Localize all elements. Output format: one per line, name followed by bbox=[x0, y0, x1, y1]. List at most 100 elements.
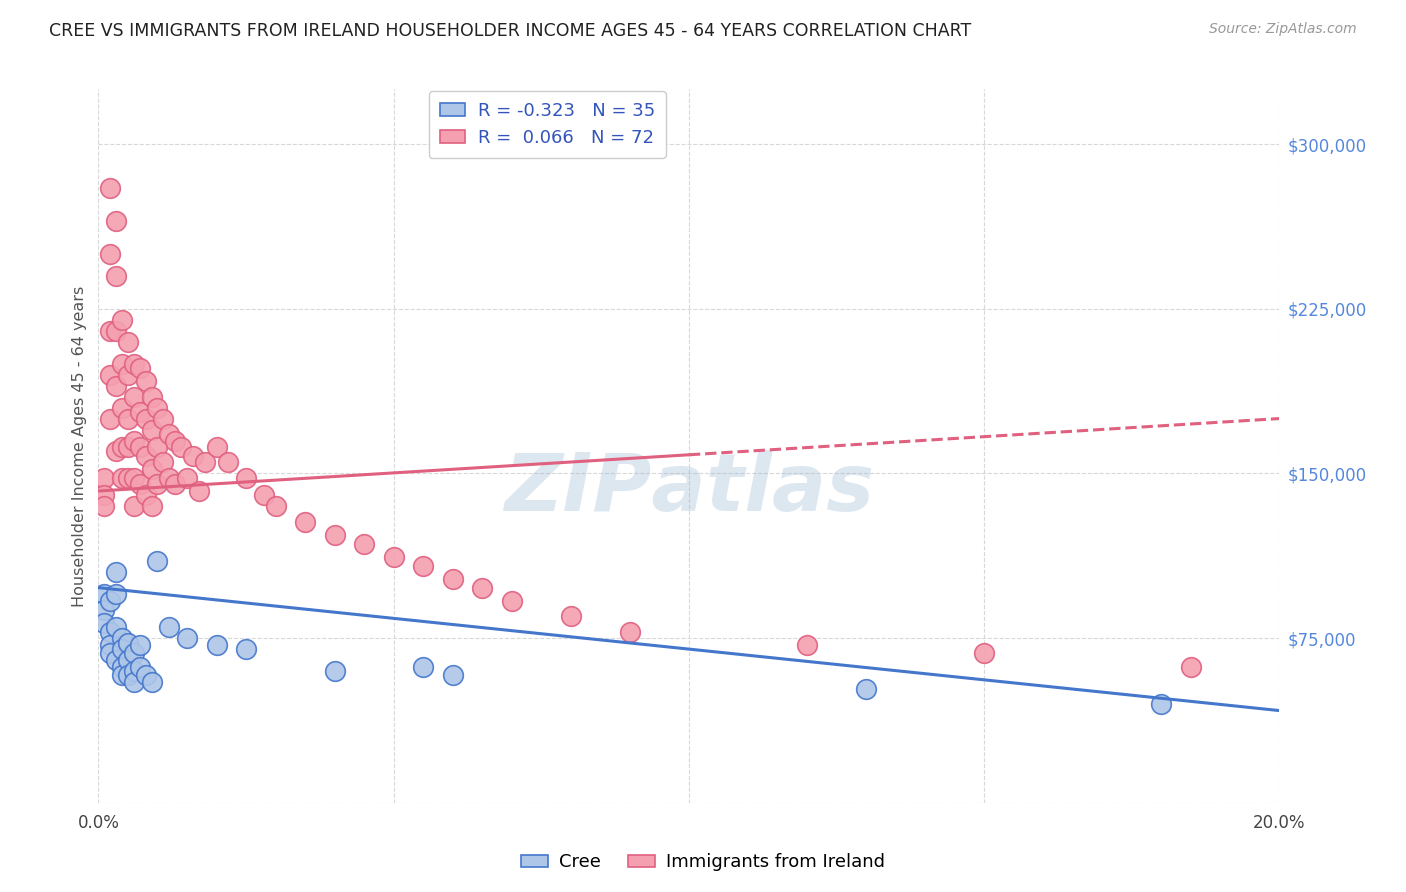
Point bbox=[141, 390, 163, 404]
Point bbox=[117, 471, 139, 485]
Point bbox=[146, 440, 169, 454]
Point bbox=[323, 664, 346, 678]
Point bbox=[141, 423, 163, 437]
Point bbox=[501, 594, 523, 608]
Point bbox=[122, 500, 145, 514]
Point bbox=[105, 268, 128, 283]
Legend: Cree, Immigrants from Ireland: Cree, Immigrants from Ireland bbox=[513, 847, 893, 879]
Point bbox=[441, 668, 464, 682]
Point bbox=[205, 440, 228, 454]
Point bbox=[128, 659, 150, 673]
Point bbox=[122, 664, 145, 678]
Point bbox=[135, 449, 157, 463]
Point bbox=[135, 411, 157, 425]
Y-axis label: Householder Income Ages 45 - 64 years: Householder Income Ages 45 - 64 years bbox=[72, 285, 87, 607]
Point bbox=[128, 405, 150, 419]
Point bbox=[122, 675, 145, 690]
Point bbox=[98, 181, 121, 195]
Point bbox=[117, 635, 139, 649]
Point bbox=[93, 615, 115, 630]
Point bbox=[157, 620, 180, 634]
Point bbox=[105, 653, 128, 667]
Point bbox=[93, 587, 115, 601]
Point bbox=[323, 528, 346, 542]
Point bbox=[217, 455, 239, 469]
Point bbox=[117, 411, 139, 425]
Point bbox=[98, 247, 121, 261]
Point bbox=[141, 462, 163, 476]
Point bbox=[98, 647, 121, 661]
Point bbox=[98, 638, 121, 652]
Point bbox=[176, 631, 198, 645]
Point bbox=[157, 471, 180, 485]
Point bbox=[98, 411, 121, 425]
Point bbox=[1150, 697, 1173, 711]
Point bbox=[98, 368, 121, 382]
Point bbox=[157, 426, 180, 441]
Point bbox=[135, 668, 157, 682]
Point bbox=[93, 471, 115, 485]
Point bbox=[235, 642, 257, 657]
Point bbox=[111, 312, 134, 326]
Point bbox=[105, 214, 128, 228]
Text: Source: ZipAtlas.com: Source: ZipAtlas.com bbox=[1209, 22, 1357, 37]
Point bbox=[111, 668, 134, 682]
Point bbox=[146, 401, 169, 415]
Point bbox=[796, 638, 818, 652]
Point bbox=[441, 572, 464, 586]
Point bbox=[117, 440, 139, 454]
Point bbox=[560, 609, 582, 624]
Point bbox=[93, 602, 115, 616]
Point bbox=[146, 477, 169, 491]
Point bbox=[170, 440, 193, 454]
Point bbox=[253, 488, 276, 502]
Text: CREE VS IMMIGRANTS FROM IRELAND HOUSEHOLDER INCOME AGES 45 - 64 YEARS CORRELATIO: CREE VS IMMIGRANTS FROM IRELAND HOUSEHOL… bbox=[49, 22, 972, 40]
Point bbox=[135, 488, 157, 502]
Point bbox=[235, 471, 257, 485]
Point bbox=[264, 500, 287, 514]
Point bbox=[122, 357, 145, 371]
Point bbox=[382, 549, 405, 564]
Point bbox=[141, 675, 163, 690]
Point bbox=[111, 471, 134, 485]
Point bbox=[973, 647, 995, 661]
Point bbox=[105, 444, 128, 458]
Point bbox=[165, 477, 187, 491]
Point bbox=[111, 642, 134, 657]
Point bbox=[855, 681, 877, 696]
Point bbox=[122, 647, 145, 661]
Point bbox=[128, 638, 150, 652]
Point bbox=[152, 411, 174, 425]
Point bbox=[117, 334, 139, 349]
Point bbox=[98, 324, 121, 338]
Point bbox=[93, 488, 115, 502]
Point bbox=[471, 581, 494, 595]
Point bbox=[205, 638, 228, 652]
Point bbox=[294, 515, 316, 529]
Point bbox=[1180, 659, 1202, 673]
Point bbox=[146, 554, 169, 568]
Point bbox=[105, 324, 128, 338]
Point bbox=[93, 500, 115, 514]
Point bbox=[194, 455, 217, 469]
Point bbox=[412, 558, 434, 573]
Point bbox=[98, 624, 121, 639]
Point bbox=[128, 477, 150, 491]
Point bbox=[117, 668, 139, 682]
Point bbox=[105, 378, 128, 392]
Legend: R = -0.323   N = 35, R =  0.066   N = 72: R = -0.323 N = 35, R = 0.066 N = 72 bbox=[429, 91, 665, 158]
Point bbox=[176, 471, 198, 485]
Point bbox=[117, 368, 139, 382]
Point bbox=[105, 620, 128, 634]
Point bbox=[187, 483, 209, 498]
Point bbox=[619, 624, 641, 639]
Point bbox=[128, 361, 150, 376]
Point bbox=[111, 401, 134, 415]
Point bbox=[122, 434, 145, 448]
Point bbox=[105, 566, 128, 580]
Point bbox=[353, 537, 375, 551]
Point bbox=[135, 374, 157, 388]
Point bbox=[152, 455, 174, 469]
Point bbox=[165, 434, 187, 448]
Point bbox=[98, 594, 121, 608]
